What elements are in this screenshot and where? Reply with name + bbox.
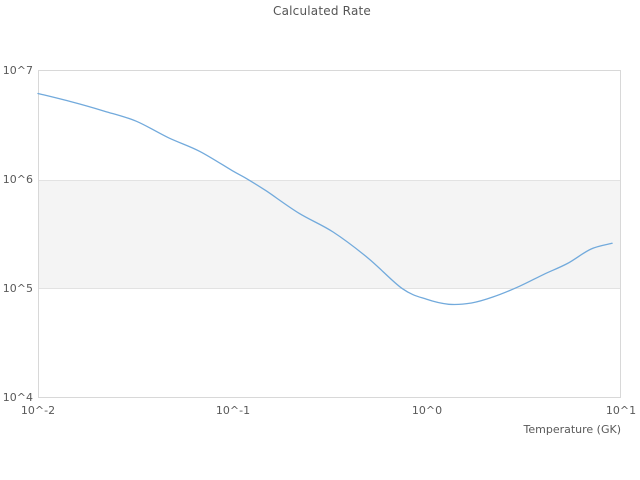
x-tick-label-1e-2: 10^-2: [20, 404, 56, 417]
shaded-band-1e5-1e6: [39, 179, 620, 289]
x-tick-label-1e-1: 10^-1: [215, 404, 251, 417]
chart-title: Calculated Rate: [273, 4, 371, 18]
y-tick-label-1e5: 10^5: [2, 282, 33, 295]
x-tick-label-1e0: 10^0: [411, 404, 443, 417]
y-tick-label-1e4: 10^4: [2, 391, 33, 404]
plot-area: [38, 70, 621, 398]
x-axis-title: Temperature (GK): [523, 423, 622, 436]
y-tick-label-1e7: 10^7: [2, 64, 33, 77]
y-tick-label-1e6: 10^6: [2, 173, 33, 186]
gridline-1e5: [39, 288, 620, 290]
x-tick-label-1e1: 10^1: [605, 404, 637, 417]
gridline-1e6: [39, 179, 620, 181]
